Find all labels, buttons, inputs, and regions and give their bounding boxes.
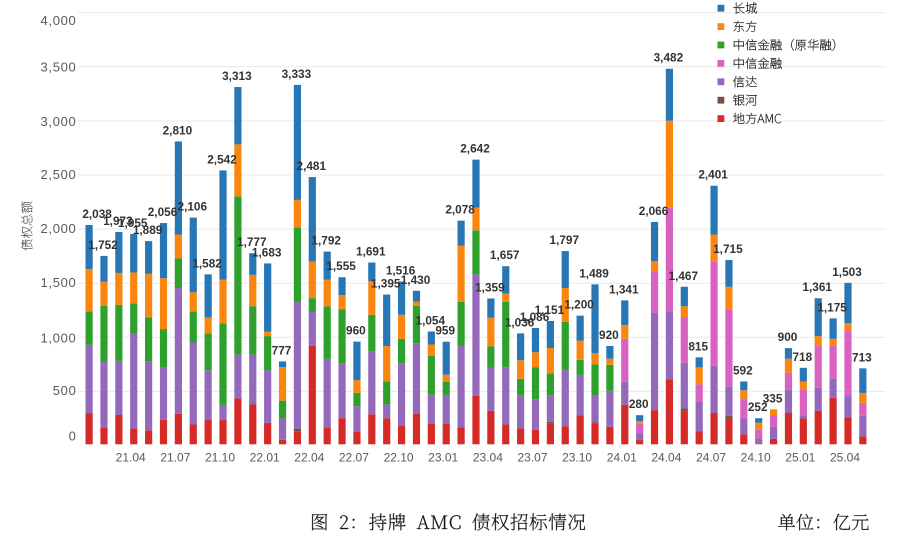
svg-text:777: 777 — [272, 343, 292, 357]
svg-text:2,810: 2,810 — [163, 124, 193, 138]
svg-text:3,482: 3,482 — [654, 51, 684, 65]
svg-text:22.01: 22.01 — [250, 451, 280, 465]
svg-text:592: 592 — [733, 363, 753, 377]
svg-text:900: 900 — [778, 330, 798, 344]
svg-text:2,066: 2,066 — [639, 204, 669, 218]
svg-text:2,500: 2,500 — [40, 167, 76, 182]
svg-text:1,500: 1,500 — [40, 275, 76, 290]
svg-text:22.10: 22.10 — [384, 451, 414, 465]
svg-text:500: 500 — [53, 383, 77, 398]
svg-text:1,797: 1,797 — [550, 233, 580, 247]
svg-text:2,078: 2,078 — [445, 203, 475, 217]
svg-text:280: 280 — [629, 397, 649, 411]
svg-text:24.07: 24.07 — [696, 451, 726, 465]
svg-text:23.10: 23.10 — [562, 451, 592, 465]
svg-text:22.07: 22.07 — [339, 451, 369, 465]
svg-text:2,056: 2,056 — [148, 205, 178, 219]
svg-text:1,752: 1,752 — [88, 238, 118, 252]
svg-text:1,151: 1,151 — [535, 303, 565, 317]
svg-text:1,715: 1,715 — [713, 242, 743, 256]
svg-text:1,359: 1,359 — [475, 281, 505, 295]
svg-text:959: 959 — [435, 324, 455, 338]
svg-text:1,683: 1,683 — [252, 245, 282, 259]
svg-text:3,333: 3,333 — [282, 67, 312, 81]
svg-text:21.04: 21.04 — [116, 451, 146, 465]
svg-text:2,481: 2,481 — [297, 159, 327, 173]
svg-text:25.04: 25.04 — [830, 451, 860, 465]
svg-text:23.04: 23.04 — [473, 451, 503, 465]
svg-text:713: 713 — [852, 350, 872, 364]
svg-text:3,313: 3,313 — [222, 69, 252, 83]
svg-text:2,000: 2,000 — [40, 221, 76, 236]
svg-text:1,792: 1,792 — [311, 234, 341, 248]
svg-text:2,401: 2,401 — [698, 168, 728, 182]
svg-text:1,691: 1,691 — [356, 245, 386, 259]
svg-text:815: 815 — [688, 339, 708, 353]
svg-text:1,430: 1,430 — [401, 273, 431, 287]
svg-text:718: 718 — [792, 350, 812, 364]
svg-text:1,361: 1,361 — [802, 280, 832, 294]
svg-text:2,542: 2,542 — [207, 153, 237, 167]
svg-text:1,489: 1,489 — [579, 266, 609, 280]
svg-text:1,582: 1,582 — [192, 256, 222, 270]
svg-text:1,889: 1,889 — [133, 223, 163, 237]
svg-text:2,106: 2,106 — [178, 200, 208, 214]
svg-text:1,000: 1,000 — [40, 330, 76, 345]
svg-text:335: 335 — [763, 391, 783, 405]
svg-text:22.04: 22.04 — [294, 451, 324, 465]
svg-text:2,642: 2,642 — [460, 142, 490, 156]
svg-text:1,657: 1,657 — [490, 248, 520, 262]
svg-text:21.10: 21.10 — [205, 451, 235, 465]
svg-text:1,555: 1,555 — [326, 259, 356, 273]
svg-text:24.01: 24.01 — [607, 451, 637, 465]
svg-text:0: 0 — [69, 429, 77, 444]
svg-text:1,503: 1,503 — [832, 265, 862, 279]
svg-text:1,200: 1,200 — [564, 298, 594, 312]
svg-text:920: 920 — [599, 328, 619, 342]
svg-text:23.07: 23.07 — [517, 451, 547, 465]
svg-text:1,341: 1,341 — [609, 282, 639, 296]
svg-text:4,000: 4,000 — [40, 13, 76, 28]
svg-text:1,395: 1,395 — [371, 277, 401, 291]
svg-text:3,000: 3,000 — [40, 114, 76, 129]
svg-text:24.10: 24.10 — [741, 451, 771, 465]
svg-text:23.01: 23.01 — [428, 451, 458, 465]
svg-text:21.07: 21.07 — [160, 451, 190, 465]
svg-text:24.04: 24.04 — [651, 451, 681, 465]
svg-text:3,500: 3,500 — [40, 60, 76, 75]
svg-text:1,467: 1,467 — [669, 269, 699, 283]
svg-text:1,175: 1,175 — [817, 300, 847, 314]
svg-text:960: 960 — [346, 324, 366, 338]
svg-text:25.01: 25.01 — [785, 451, 815, 465]
